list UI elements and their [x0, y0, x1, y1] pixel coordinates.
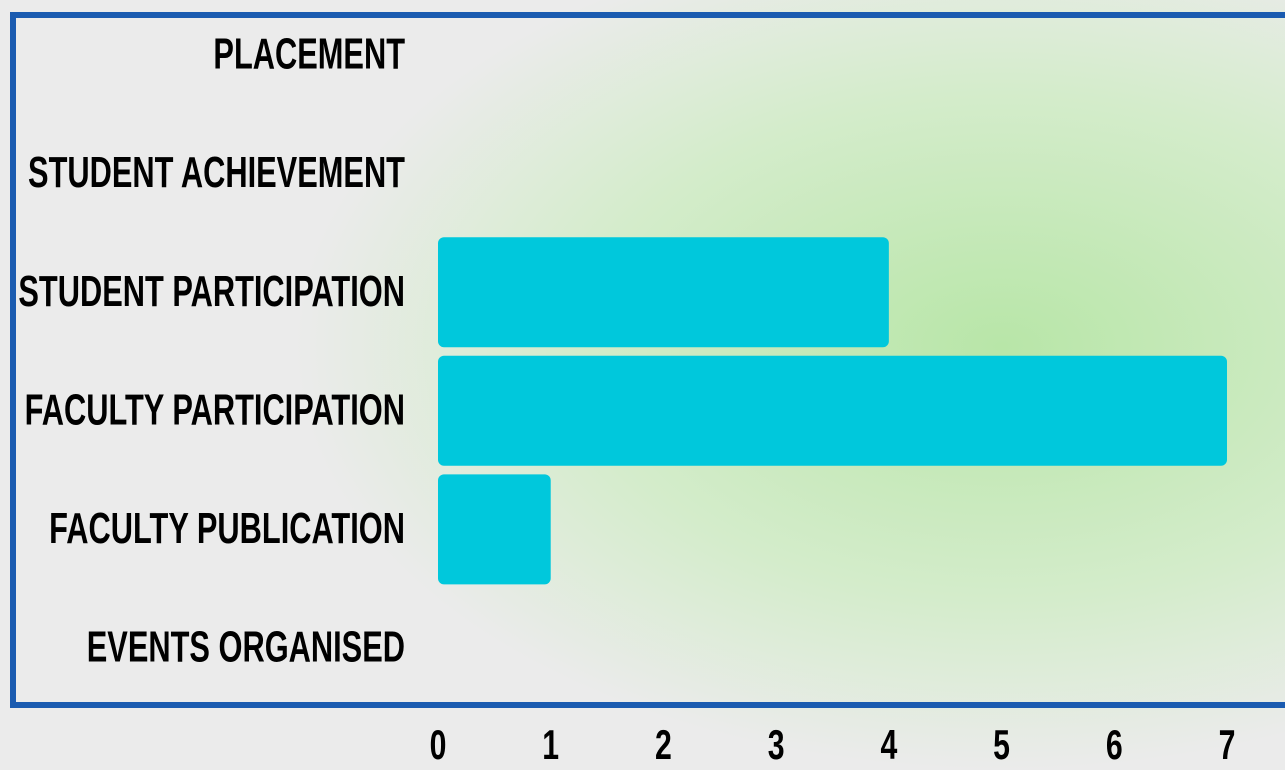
x-tick: 6 [1106, 721, 1123, 768]
x-tick-label: 7 [1219, 721, 1236, 768]
plot-area: 0 1 2 3 4 5 6 7 PLACEMENT STUDENT ACHIEVEMENT STUD… [18, 30, 1235, 768]
x-tick: 3 [768, 721, 785, 768]
x-tick: 2 [655, 721, 672, 768]
category-label: PLACEMENT [213, 30, 405, 79]
x-tick-label: 0 [430, 721, 447, 768]
bar [438, 474, 551, 585]
frame [10, 12, 1285, 708]
x-tick-label: 4 [880, 721, 897, 768]
category-label: STUDENT ACHIEVEMENT [28, 149, 405, 198]
category-label: FACULTY PARTICIPATION [25, 386, 405, 435]
category-label: STUDENT PARTICIPATION [18, 268, 405, 317]
x-tick-label: 5 [993, 721, 1010, 768]
bar [438, 355, 1227, 466]
x-tick-label: 6 [1106, 721, 1123, 768]
y-tick-label: STUDENT PARTICIPATION [18, 268, 405, 317]
y-tick-label: FACULTY PUBLICATION [49, 505, 405, 554]
y-tick-label: STUDENT ACHIEVEMENT [28, 149, 405, 198]
y-tick-label: EVENTS ORGANISED [87, 623, 405, 672]
x-tick-label: 3 [768, 721, 785, 768]
x-tick: 1 [542, 721, 559, 768]
x-tick-label: 2 [655, 721, 672, 768]
category-label: FACULTY PUBLICATION [49, 505, 405, 554]
y-tick-label: PLACEMENT [213, 30, 405, 79]
x-tick: 5 [993, 721, 1010, 768]
y-tick-label: FACULTY PARTICIPATION [25, 386, 405, 435]
x-tick-label: 1 [542, 721, 559, 768]
bar [438, 237, 889, 348]
x-tick: 0 [430, 721, 447, 768]
x-tick: 7 [1219, 721, 1236, 768]
category-label: EVENTS ORGANISED [87, 623, 405, 672]
x-tick: 4 [880, 721, 897, 768]
